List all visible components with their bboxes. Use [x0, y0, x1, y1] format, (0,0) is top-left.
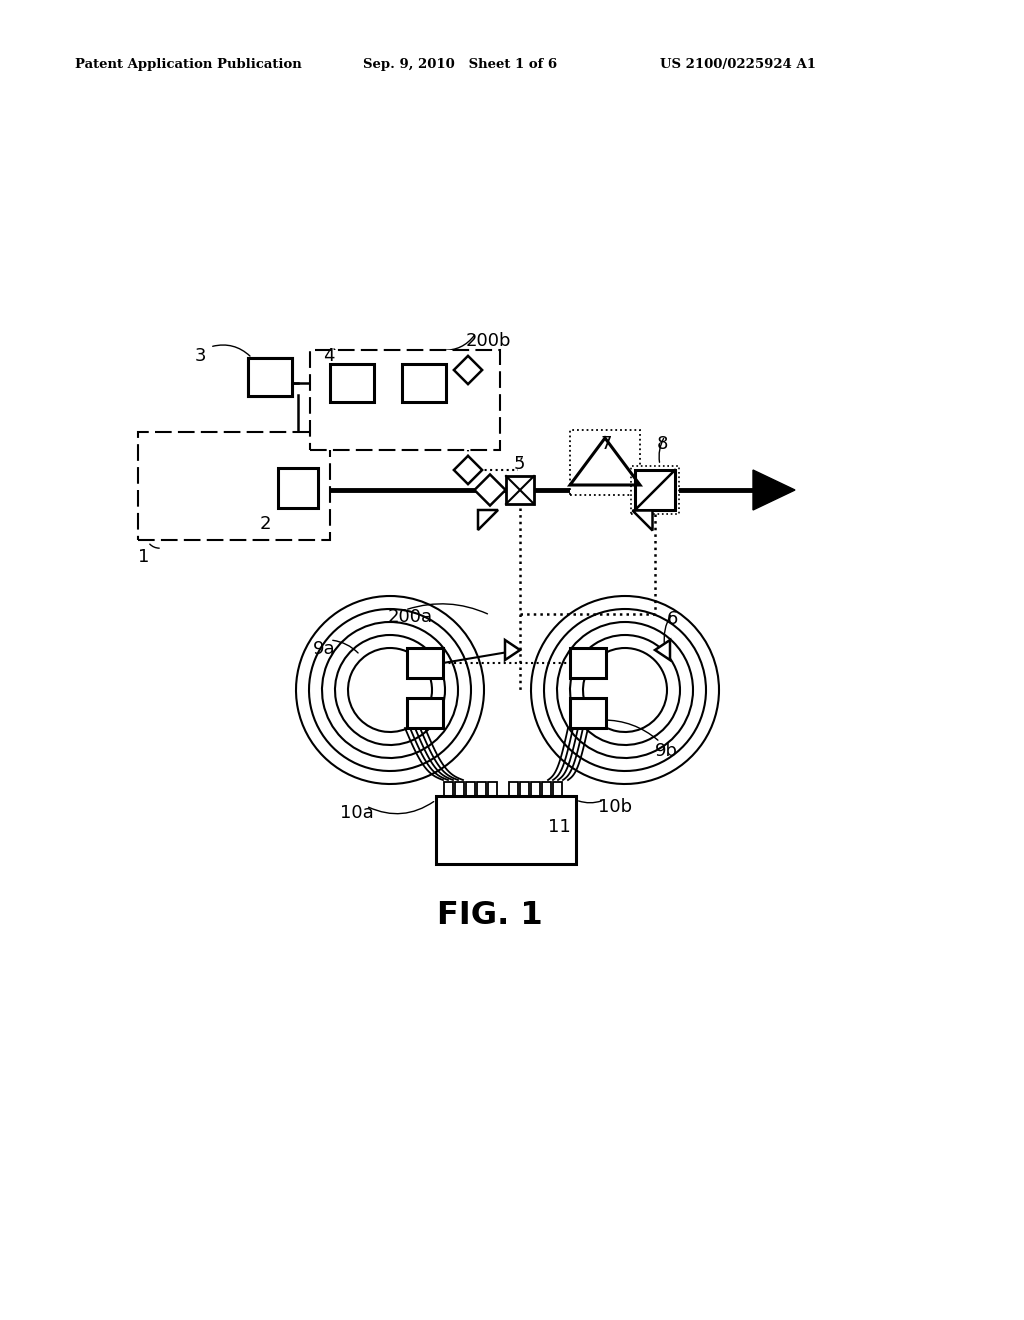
Text: 7: 7 [600, 436, 611, 453]
Text: 6: 6 [667, 610, 678, 628]
Text: 200b: 200b [466, 333, 512, 350]
Text: 2: 2 [260, 515, 271, 533]
Bar [407, 698, 443, 729]
Bar [407, 648, 443, 678]
Bar [542, 781, 551, 796]
Bar [509, 781, 518, 796]
Bar [631, 466, 679, 513]
Text: FIG. 1: FIG. 1 [437, 900, 543, 931]
Bar [330, 364, 374, 403]
Bar [455, 781, 464, 796]
Bar [152, 447, 267, 523]
Text: Sep. 9, 2010   Sheet 1 of 6: Sep. 9, 2010 Sheet 1 of 6 [362, 58, 557, 71]
Bar [570, 698, 606, 729]
Bar [454, 356, 482, 384]
Text: 8: 8 [657, 436, 669, 453]
Text: US 2100/0225924 A1: US 2100/0225924 A1 [660, 58, 816, 71]
Text: 3: 3 [195, 347, 207, 366]
Bar [531, 781, 540, 796]
Bar [466, 781, 475, 796]
Text: 9a: 9a [313, 640, 336, 657]
Polygon shape [753, 470, 795, 510]
Bar [248, 358, 292, 396]
Polygon shape [632, 510, 652, 531]
Bar [477, 781, 486, 796]
Text: Patent Application Publication: Patent Application Publication [75, 58, 302, 71]
Bar [570, 648, 606, 678]
Text: 5: 5 [514, 455, 525, 473]
Bar [520, 781, 529, 796]
Bar [138, 432, 330, 540]
Text: 10a: 10a [340, 804, 374, 822]
Text: 9b: 9b [655, 742, 678, 760]
Text: 11: 11 [548, 818, 570, 836]
Polygon shape [478, 510, 498, 531]
Text: 10b: 10b [598, 799, 632, 816]
Bar [436, 796, 575, 865]
Bar [248, 358, 292, 396]
Polygon shape [505, 640, 520, 660]
Bar [444, 781, 453, 796]
Bar [402, 364, 446, 403]
Bar [506, 477, 534, 504]
Bar [635, 470, 675, 510]
Bar [488, 781, 497, 796]
Bar [454, 455, 482, 484]
Bar [278, 469, 318, 508]
Bar [553, 781, 562, 796]
Bar [474, 474, 506, 506]
Text: 1: 1 [138, 548, 150, 566]
Text: 200a: 200a [388, 609, 433, 626]
Polygon shape [655, 640, 670, 660]
Bar [570, 430, 640, 495]
Bar [310, 350, 500, 450]
Text: 4: 4 [323, 347, 335, 366]
